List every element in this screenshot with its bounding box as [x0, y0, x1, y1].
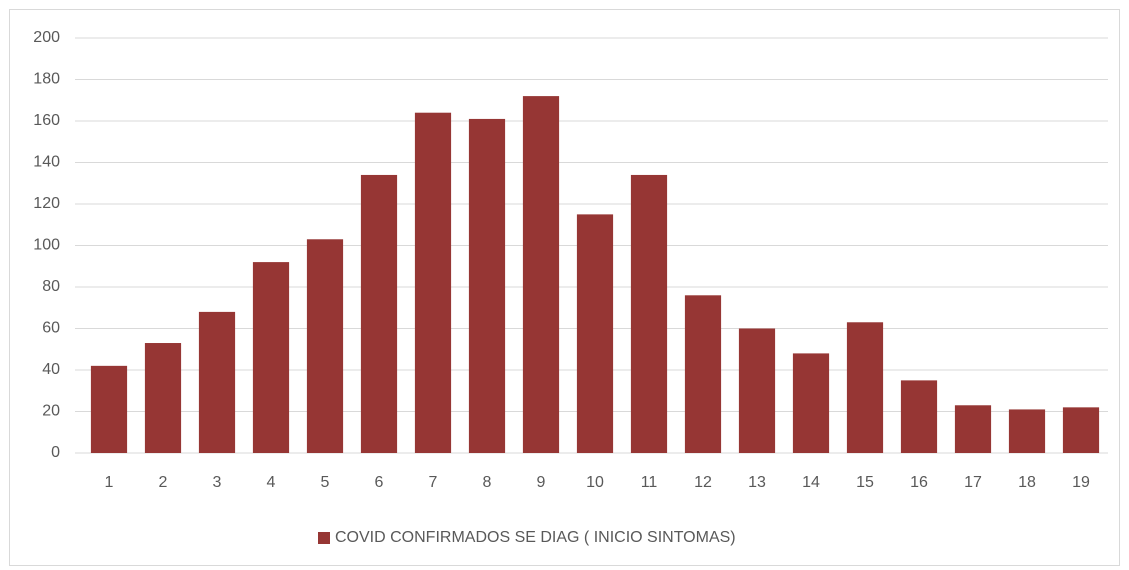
x-tick-label: 17	[964, 474, 982, 491]
y-tick-label: 180	[33, 71, 60, 88]
x-tick-label: 1	[105, 474, 114, 491]
y-tick-label: 100	[33, 237, 60, 254]
bar	[738, 328, 776, 453]
bar	[198, 311, 236, 453]
bar	[90, 365, 128, 453]
bar	[306, 239, 344, 453]
bar	[522, 96, 560, 453]
x-tick-label: 13	[748, 474, 766, 491]
bar	[846, 322, 884, 453]
bar	[468, 118, 506, 454]
y-tick-label: 140	[33, 154, 60, 171]
bar	[954, 405, 992, 453]
x-tick-label: 2	[159, 474, 168, 491]
y-tick-label: 40	[42, 361, 60, 378]
x-tick-label: 16	[910, 474, 928, 491]
y-tick-label: 0	[51, 444, 60, 461]
bar	[900, 380, 938, 453]
bar	[684, 295, 722, 453]
x-tick-label: 6	[375, 474, 384, 491]
x-tick-label: 5	[321, 474, 330, 491]
x-tick-label: 15	[856, 474, 874, 491]
legend-swatch	[318, 532, 330, 544]
x-tick-label: 3	[213, 474, 222, 491]
y-tick-label: 160	[33, 112, 60, 129]
y-tick-label: 80	[42, 278, 60, 295]
x-tick-label: 14	[802, 474, 820, 491]
x-tick-label: 12	[694, 474, 712, 491]
bar	[1062, 407, 1100, 453]
x-tick-label: 9	[537, 474, 546, 491]
x-tick-label: 11	[641, 474, 658, 491]
bar	[360, 174, 398, 453]
y-tick-label: 20	[42, 403, 60, 420]
y-tick-label: 60	[42, 320, 60, 337]
bar	[252, 262, 290, 453]
x-tick-label: 10	[586, 474, 604, 491]
y-tick-label: 120	[33, 195, 60, 212]
x-tick-label: 7	[429, 474, 438, 491]
bar	[576, 214, 614, 453]
bar	[1008, 409, 1046, 453]
x-tick-label: 18	[1018, 474, 1036, 491]
bar	[144, 343, 182, 453]
x-tick-label: 8	[483, 474, 492, 491]
bar	[792, 353, 830, 453]
x-tick-label: 4	[267, 474, 276, 491]
y-tick-label: 200	[33, 29, 60, 46]
x-tick-label: 19	[1072, 474, 1090, 491]
legend-label: COVID CONFIRMADOS SE DIAG ( INICIO SINTO…	[335, 529, 736, 546]
bar	[414, 112, 452, 453]
bar	[630, 174, 668, 453]
